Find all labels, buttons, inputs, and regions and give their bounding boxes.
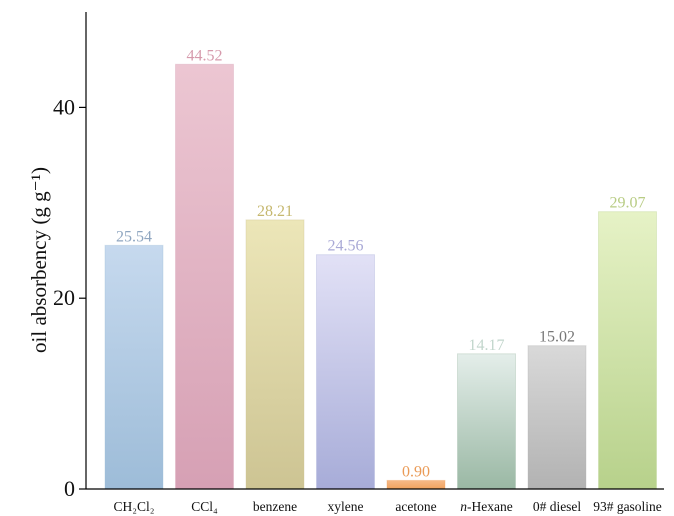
bar-2 — [245, 219, 305, 490]
y-tick-label-2: 40 — [53, 94, 75, 119]
category-label-1: CCl₄ — [191, 499, 218, 514]
category-label-7: 93# gasoline — [593, 499, 662, 514]
bar-4 — [386, 479, 446, 490]
value-label-2: 28.21 — [257, 203, 293, 220]
value-label-5: 14.17 — [469, 337, 505, 354]
bar-3 — [316, 254, 375, 490]
value-label-7: 29.07 — [610, 195, 646, 212]
bar-0 — [104, 244, 164, 490]
value-label-0: 25.54 — [116, 228, 152, 245]
y-axis-title: oil absorbency (g g⁻¹) — [27, 167, 51, 353]
category-label-5: n-Hexane — [460, 499, 512, 514]
category-label-3: xylene — [328, 499, 364, 514]
value-label-1: 44.52 — [187, 47, 223, 64]
bar-6 — [527, 345, 587, 490]
value-label-6: 15.02 — [539, 329, 575, 346]
y-ticks-group: 0 20 40 — [53, 94, 86, 501]
category-label-4: acetone — [395, 499, 436, 514]
bar-7 — [598, 211, 657, 490]
value-labels-group: 25.54 44.52 28.21 24.56 0.90 14.17 15.02 29.07 — [116, 47, 646, 480]
bars-group — [104, 63, 657, 490]
category-labels-group: CH₂Cl₂ CCl₄ benzene xylene acetone n-Hexane 0#… — [114, 499, 662, 514]
value-label-3: 24.56 — [328, 238, 364, 255]
category-label-2: benzene — [253, 499, 297, 514]
category-label-0: CH₂Cl₂ — [114, 499, 155, 514]
y-tick-label-0: 0 — [64, 476, 75, 501]
y-tick-label-1: 20 — [53, 285, 75, 310]
bar-5 — [457, 353, 516, 490]
value-label-4: 0.90 — [402, 463, 430, 480]
category-label-6: 0# diesel — [533, 499, 582, 514]
bar-1 — [175, 63, 234, 490]
